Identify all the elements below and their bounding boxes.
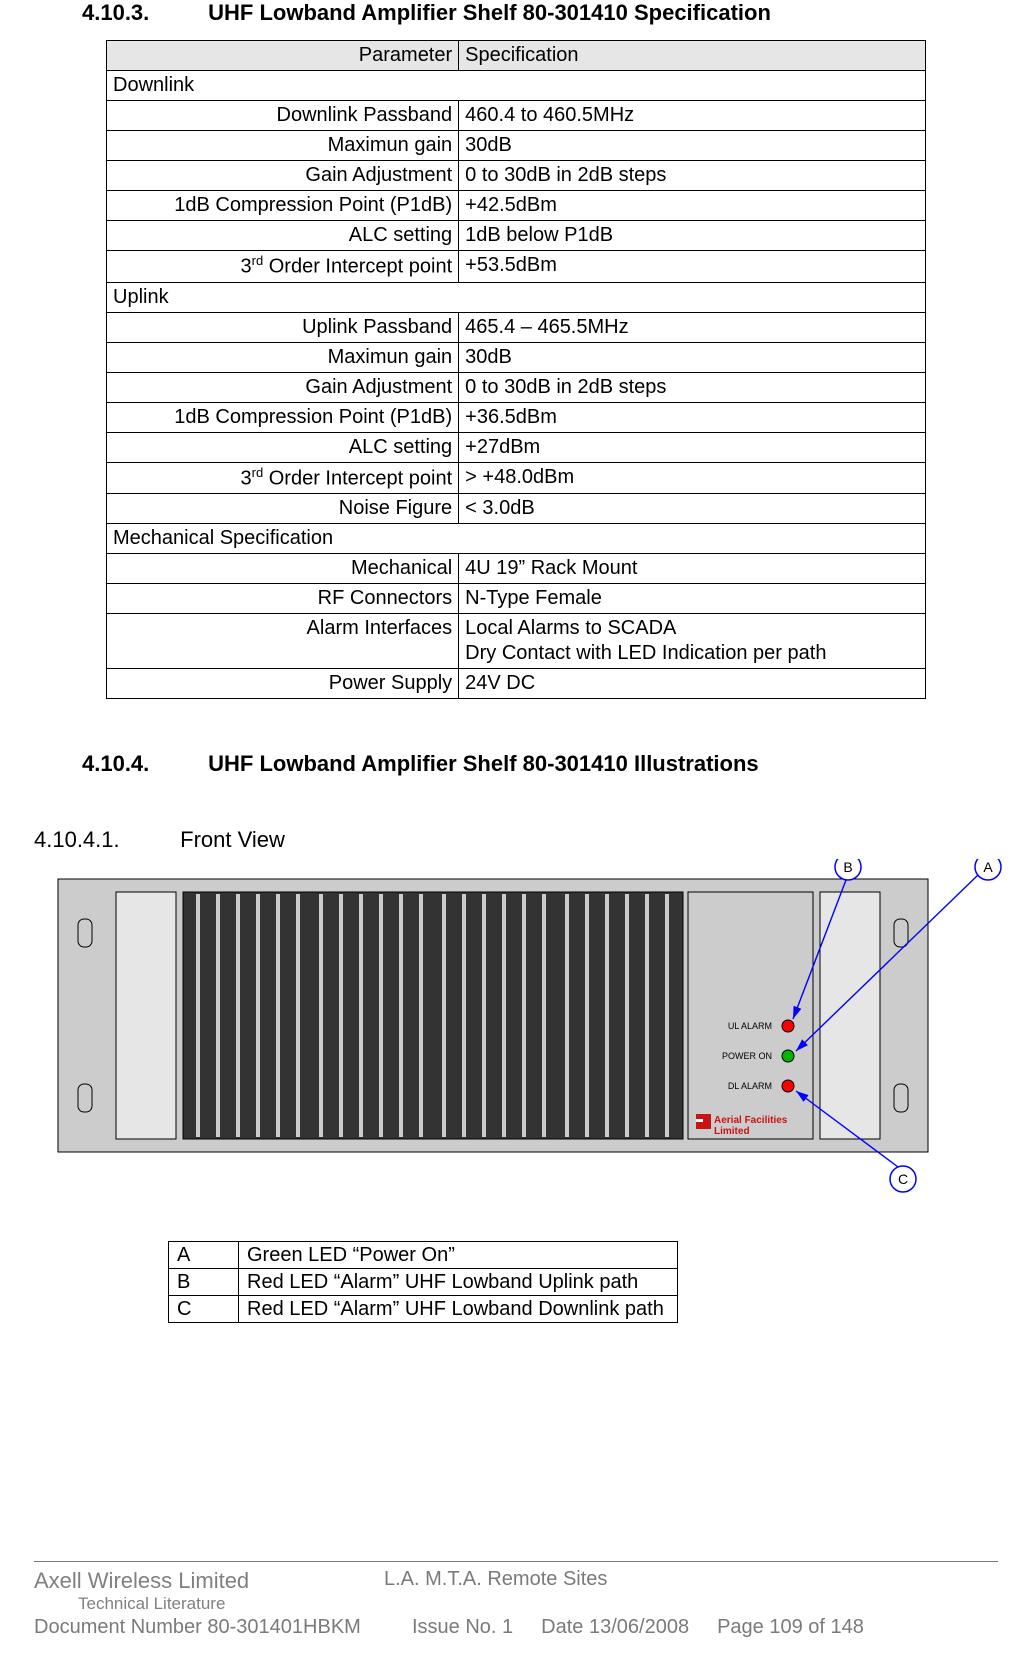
dl-alarm-led-icon <box>782 1080 794 1092</box>
footer-brand: Axell Wireless Limited <box>34 1568 384 1594</box>
table-row: 1dB Compression Point (P1dB)+36.5dBm <box>107 402 926 432</box>
legend-table: AGreen LED “Power On” BRed LED “Alarm” U… <box>168 1241 678 1323</box>
spec-table: Parameter Specification Downlink Downlin… <box>106 40 926 699</box>
footer-issue: Issue No. 1 <box>412 1616 513 1639</box>
section-number: 4.10.3. <box>82 0 202 26</box>
page-footer: Axell Wireless Limited L.A. M.T.A. Remot… <box>34 1561 998 1639</box>
table-row: CRed LED “Alarm” UHF Lowband Downlink pa… <box>169 1296 678 1323</box>
table-row: 3rd Order Intercept point+53.5dBm <box>107 251 926 283</box>
table-row: AGreen LED “Power On” <box>169 1242 678 1269</box>
group-downlink: Downlink <box>107 71 926 101</box>
table-row: Alarm InterfacesLocal Alarms to SCADADry… <box>107 614 926 669</box>
table-row: 3rd Order Intercept point> +48.0dBm <box>107 462 926 494</box>
section-heading-illus: 4.10.4. UHF Lowband Amplifier Shelf 80-3… <box>82 751 998 777</box>
table-row: 1dB Compression Point (P1dB)+42.5dBm <box>107 191 926 221</box>
table-row: Mechanical Specification <box>107 524 926 554</box>
table-row: Noise Figure< 3.0dB <box>107 494 926 524</box>
table-row: BRed LED “Alarm” UHF Lowband Uplink path <box>169 1269 678 1296</box>
svg-text:A: A <box>983 859 993 875</box>
table-row: ALC setting+27dBm <box>107 432 926 462</box>
section-number: 4.10.4. <box>82 751 202 777</box>
svg-text:Aerial Facilities: Aerial Facilities <box>714 1115 788 1126</box>
table-row: Downlink <box>107 71 926 101</box>
group-mech: Mechanical Specification <box>107 524 926 554</box>
footer-title: L.A. M.T.A. Remote Sites <box>384 1568 607 1594</box>
th-parameter: Parameter <box>107 41 459 71</box>
label-power-on: POWER ON <box>722 1051 772 1061</box>
power-on-led-icon <box>782 1050 794 1062</box>
footer-date: Date 13/06/2008 <box>541 1616 689 1639</box>
label-dl-alarm: DL ALARM <box>728 1081 772 1091</box>
ul-alarm-led-icon <box>782 1020 794 1032</box>
group-uplink: Uplink <box>107 282 926 312</box>
front-view-svg: UL ALARM POWER ON DL ALARM Aerial Facili… <box>48 859 1008 1219</box>
section-title: UHF Lowband Amplifier Shelf 80-301410 Sp… <box>208 0 771 25</box>
table-row: Power Supply24V DC <box>107 669 926 699</box>
svg-text:Limited: Limited <box>714 1126 750 1137</box>
section-title: UHF Lowband Amplifier Shelf 80-301410 Il… <box>208 751 759 776</box>
footer-doc-number: Document Number 80-301401HBKM <box>34 1616 384 1639</box>
table-row: Maximun gain30dB <box>107 131 926 161</box>
sub-heading: 4.10.4.1. Front View <box>34 827 998 853</box>
table-row: RF ConnectorsN-Type Female <box>107 584 926 614</box>
table-row: Gain Adjustment0 to 30dB in 2dB steps <box>107 372 926 402</box>
table-row: Gain Adjustment0 to 30dB in 2dB steps <box>107 161 926 191</box>
table-row: Uplink <box>107 282 926 312</box>
table-row: Maximun gain30dB <box>107 342 926 372</box>
table-row: Mechanical4U 19” Rack Mount <box>107 554 926 584</box>
section-heading-spec: 4.10.3. UHF Lowband Amplifier Shelf 80-3… <box>82 0 998 26</box>
table-row: ALC setting1dB below P1dB <box>107 221 926 251</box>
svg-text:B: B <box>843 859 852 875</box>
front-view-diagram: UL ALARM POWER ON DL ALARM Aerial Facili… <box>34 859 998 1219</box>
table-row: Downlink Passband460.4 to 460.5MHz <box>107 101 926 131</box>
table-row: Uplink Passband465.4 – 465.5MHz <box>107 312 926 342</box>
label-ul-alarm: UL ALARM <box>728 1021 772 1031</box>
th-specification: Specification <box>459 41 926 71</box>
svg-text:C: C <box>898 1171 908 1187</box>
footer-page: Page 109 of 148 <box>717 1616 864 1639</box>
footer-subtitle: Technical Literature <box>34 1594 998 1614</box>
